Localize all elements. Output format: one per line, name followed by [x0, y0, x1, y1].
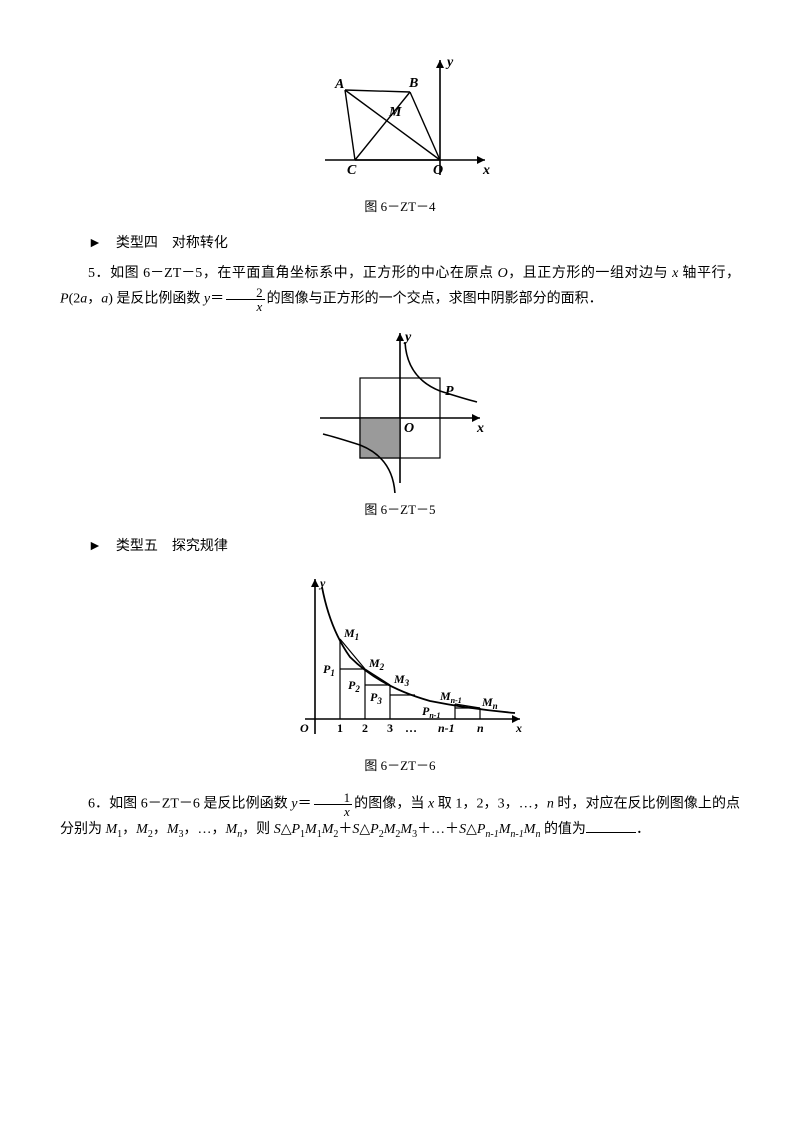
fig4-label-M: M: [388, 105, 402, 120]
q6-i: ，则: [242, 822, 274, 837]
fig4-label-y: y: [445, 55, 454, 70]
question-5: 5．如图 6－ZT－5，在平面直角坐标系中，正方形的中心在原点 O，且正方形的一…: [60, 262, 740, 313]
fig4-svg: A B M C O x y: [305, 50, 495, 190]
svg-text:3: 3: [387, 721, 393, 735]
q5-frac-den: x: [226, 300, 265, 313]
fig5-caption: 图 6－ZT－5: [60, 499, 740, 521]
fig4-label-x: x: [482, 163, 490, 178]
q6-Mn: M: [226, 822, 238, 837]
q6-M2c: M: [384, 822, 396, 837]
q6-M1: M: [106, 822, 118, 837]
q5-text3: 轴平行，: [678, 266, 740, 281]
q6-tri2: △: [359, 822, 370, 837]
q6-c: 的图像，当: [354, 796, 428, 811]
q6-p: ．: [636, 822, 650, 837]
q6-h: ，…，: [184, 822, 226, 837]
q6-den: x: [314, 805, 353, 818]
q5-text2: ，且正方形的一组对边与: [508, 266, 672, 281]
q6-n: n: [547, 796, 554, 811]
svg-text:n: n: [477, 721, 484, 735]
fig4-label-B: B: [408, 76, 418, 91]
q6-M3b: M: [400, 822, 412, 837]
svg-text:y: y: [318, 576, 326, 590]
svg-text:P2: P2: [348, 678, 360, 694]
q6-P1: P: [291, 822, 300, 837]
svg-text:n-1: n-1: [438, 721, 455, 735]
figure-zt4: A B M C O x y: [60, 50, 740, 190]
svg-text:O: O: [300, 721, 309, 735]
fig4-label-O: O: [433, 163, 443, 178]
svg-text:x: x: [515, 721, 522, 735]
figure-zt6: M1 M2 M3 Mn-1 Mn P1 P2 P3 Pn-1 O y x 1 2…: [60, 569, 740, 749]
q6-Mnn: M: [524, 822, 536, 837]
q5-comma: ，: [87, 291, 101, 306]
q6-M2: M: [136, 822, 148, 837]
q6-M1b: M: [305, 822, 317, 837]
q5-text4: ) 是反比例函数: [108, 291, 204, 306]
svg-text:Pn-1: Pn-1: [422, 704, 440, 720]
q6-Mn1: M: [499, 822, 511, 837]
fig6-caption: 图 6－ZT－6: [60, 755, 740, 777]
q6-b: ＝: [298, 796, 312, 811]
question-6: 6．如图 6－ZT－6 是反比例函数 y＝1x的图像，当 x 取 1，2，3，……: [60, 791, 740, 843]
q6-S3: S: [459, 822, 466, 837]
fig5-label-x: x: [476, 421, 484, 436]
svg-text:…: …: [405, 721, 417, 735]
q5-frac: 2x: [226, 286, 265, 313]
q6-S1: S: [274, 822, 281, 837]
q5-text: 5．如图 6－ZT－5，在平面直角坐标系中，正方形的中心在原点: [88, 266, 498, 281]
q6-m: ＋…＋: [417, 822, 459, 837]
fig5-label-O: O: [404, 421, 414, 436]
fig5-svg: O P x y: [305, 323, 495, 493]
svg-text:1: 1: [337, 721, 343, 735]
q6-f2: ，: [153, 822, 167, 837]
q5-P: P: [60, 291, 69, 306]
fig5-label-P: P: [445, 384, 454, 399]
q5-paren: (2: [69, 291, 81, 306]
fig4-label-A: A: [334, 77, 344, 92]
svg-text:M1: M1: [343, 626, 359, 642]
q6-frac: 1x: [314, 791, 353, 818]
q6-M2b: M: [322, 822, 334, 837]
q5-O: O: [498, 266, 508, 281]
svg-text:P3: P3: [370, 690, 382, 706]
svg-text:Mn-1: Mn-1: [439, 689, 462, 705]
figure-zt5: O P x y: [60, 323, 740, 493]
q6-tri3: △: [466, 822, 477, 837]
q6-P2: P: [370, 822, 379, 837]
svg-text:M3: M3: [393, 672, 410, 688]
q6-d: 取 1，2，3，…，: [434, 796, 547, 811]
fig4-label-C: C: [347, 163, 357, 178]
q6-M3: M: [167, 822, 179, 837]
fig5-label-y: y: [403, 330, 412, 345]
q6-Pn1s: n-1: [485, 828, 498, 839]
svg-text:M2: M2: [368, 656, 385, 672]
q5-eq: ＝: [210, 291, 224, 306]
q6-o: 的值为: [540, 822, 586, 837]
q5-text5: 的图像与正方形的一个交点，求图中阴影部分的面积．: [267, 291, 603, 306]
q6-num: 1: [314, 791, 353, 805]
fig6-svg: M1 M2 M3 Mn-1 Mn P1 P2 P3 Pn-1 O y x 1 2…: [270, 569, 530, 749]
q5-frac-num: 2: [226, 286, 265, 300]
q6-blank[interactable]: [586, 818, 636, 833]
q6-Mn1s: n-1: [510, 828, 523, 839]
svg-text:Mn: Mn: [481, 695, 498, 711]
q6-k1: ＋: [338, 822, 352, 837]
section4-heading: ► 类型四 对称转化: [60, 232, 740, 256]
svg-text:P1: P1: [323, 662, 335, 678]
fig4-caption: 图 6－ZT－4: [60, 196, 740, 218]
q6-a: 6．如图 6－ZT－6 是反比例函数: [88, 796, 291, 811]
section5-heading: ► 类型五 探究规律: [60, 535, 740, 559]
q6-f1: ，: [122, 822, 136, 837]
svg-text:2: 2: [362, 721, 368, 735]
q6-tri1: △: [281, 822, 292, 837]
